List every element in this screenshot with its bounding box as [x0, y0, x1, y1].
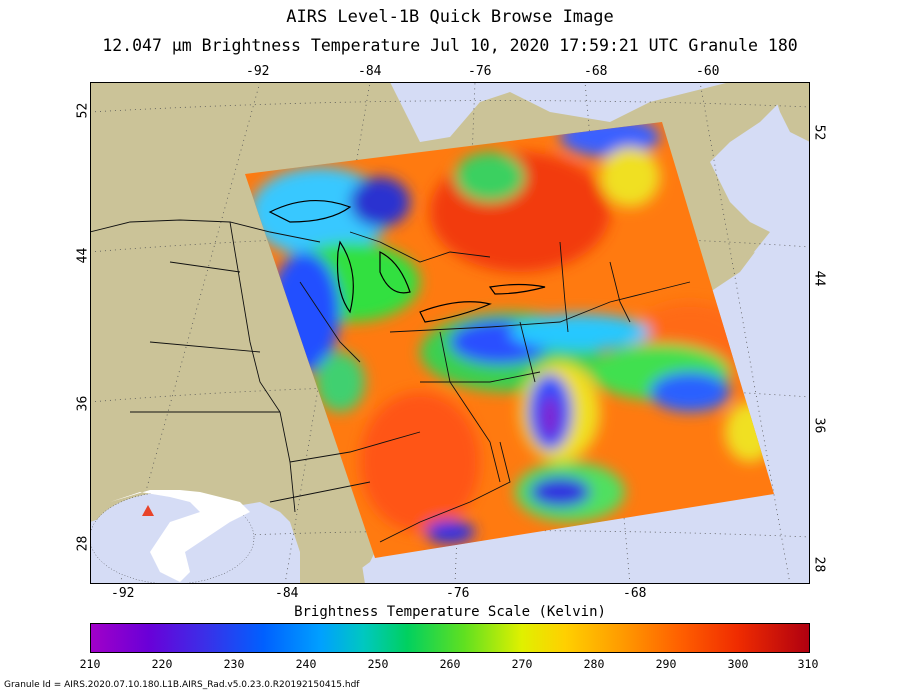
colorbar-tick: 260 — [439, 657, 461, 671]
brightness-temperature-map — [90, 82, 810, 584]
top-lon-tick: -68 — [584, 64, 608, 79]
top-lon-tick: -60 — [696, 64, 720, 79]
page-title: AIRS Level-1B Quick Browse Image — [286, 7, 614, 27]
right-lat-tick: 36 — [811, 417, 827, 434]
colorbar-tick: 300 — [727, 657, 749, 671]
colorbar-tick: 250 — [367, 657, 389, 671]
colorbar-title: Brightness Temperature Scale (Kelvin) — [294, 604, 606, 620]
right-lat-tick: 52 — [811, 124, 827, 141]
top-lon-tick: -92 — [246, 64, 270, 79]
land-newfoundland — [770, 82, 810, 142]
right-lat-tick: 28 — [811, 556, 827, 573]
granule-id: Granule Id = AIRS.2020.07.10.180.L1B.AIR… — [4, 680, 360, 690]
colorbar-tick: 210 — [79, 657, 101, 671]
top-lon-tick: -84 — [358, 64, 382, 79]
colorbar — [90, 623, 810, 653]
left-lat-tick: 28 — [75, 535, 91, 552]
colorbar-tick: 240 — [295, 657, 317, 671]
bottom-lon-tick: -84 — [275, 586, 299, 601]
great-lakes — [268, 200, 546, 323]
map-frame — [90, 82, 810, 584]
granule-marker — [142, 505, 154, 516]
colorbar-tick: 220 — [151, 657, 173, 671]
colorbar-tick: 270 — [511, 657, 533, 671]
left-lat-tick: 36 — [75, 395, 91, 412]
land-florida — [300, 522, 365, 584]
left-lat-tick: 44 — [75, 247, 91, 264]
bottom-lon-tick: -68 — [623, 586, 647, 601]
colorbar-tick: 310 — [797, 657, 819, 671]
bottom-lon-tick: -92 — [111, 586, 135, 601]
colorbar-tick: 230 — [223, 657, 245, 671]
top-lon-tick: -76 — [468, 64, 492, 79]
bottom-lon-tick: -76 — [446, 586, 470, 601]
boundaries — [90, 219, 691, 543]
inset-land — [110, 490, 250, 582]
colorbar-tick: 290 — [655, 657, 677, 671]
right-lat-tick: 44 — [811, 270, 827, 287]
page-subtitle: 12.047 μm Brightness Temperature Jul 10,… — [102, 36, 798, 55]
left-lat-tick: 52 — [75, 102, 91, 119]
inset-globe — [90, 490, 255, 584]
colorbar-tick: 280 — [583, 657, 605, 671]
